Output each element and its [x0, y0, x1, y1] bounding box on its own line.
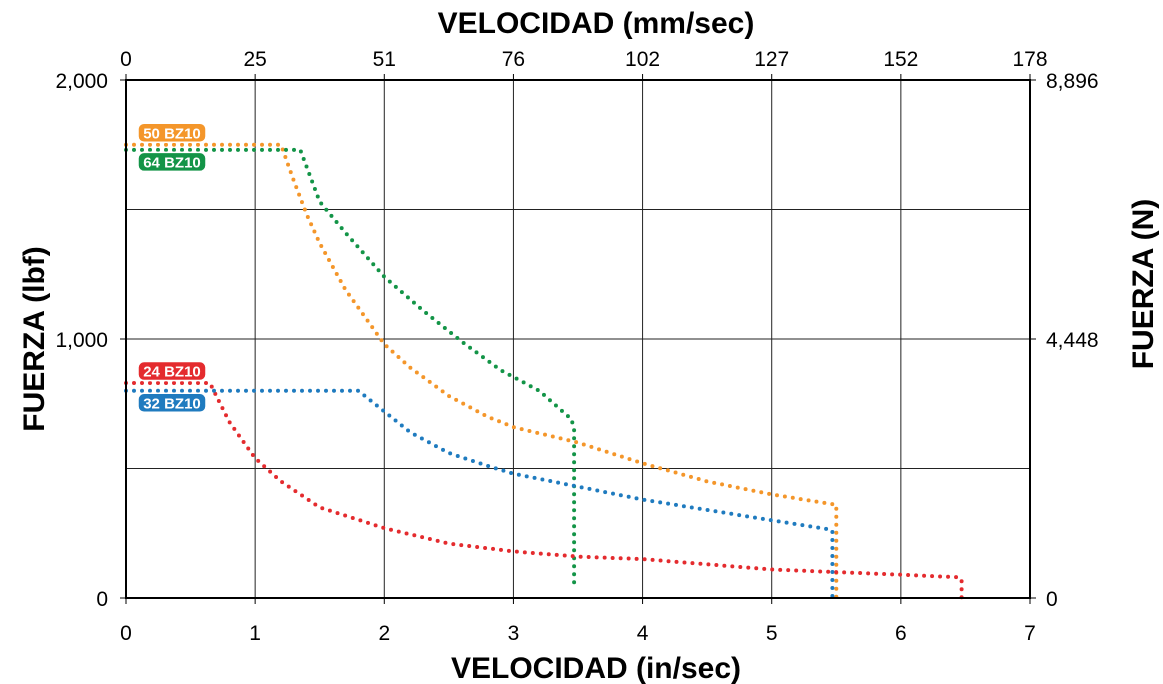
left-axis-title: FUERZA (lbf)	[18, 246, 51, 432]
y2-tick-label: 0	[1046, 588, 1058, 611]
series-line-64-bz10	[124, 147, 577, 593]
series-label-badge	[137, 122, 207, 143]
series-label-badge	[137, 392, 207, 414]
y2-tick-label: 4,448	[1046, 329, 1099, 352]
x2-tick-label: 127	[754, 48, 789, 71]
series-line-32-bz10	[124, 388, 835, 600]
x2-tick-label: 152	[883, 48, 918, 71]
x2-tick-label: 102	[625, 48, 660, 71]
series-lines	[124, 142, 964, 600]
x-tick-label: 5	[766, 622, 778, 645]
series-label-text: 24 BZ10	[143, 364, 201, 381]
series-label-badge	[137, 360, 207, 382]
y-tick-label: 1,000	[55, 329, 108, 352]
series-label-64-bz10: 64 BZ10	[137, 151, 207, 173]
series-line-50-bz10	[124, 142, 839, 600]
series-label-badge	[137, 151, 207, 173]
series-labels: 50 BZ10 64 BZ10 24 BZ10 32 BZ10	[137, 122, 207, 414]
x2-tick-label: 0	[120, 48, 132, 71]
y-tick-label: 0	[96, 588, 108, 611]
y-tick-label: 2,000	[55, 70, 108, 93]
x-tick-label: 6	[895, 622, 907, 645]
plot-frame	[125, 79, 1031, 599]
series-label-text: 32 BZ10	[143, 395, 201, 412]
y2-tick-label: 8,896	[1046, 70, 1099, 93]
x-tick-label: 1	[249, 622, 261, 645]
x2-tick-label: 51	[373, 48, 396, 71]
x-tick-label: 2	[378, 622, 390, 645]
top-axis-title: VELOCIDAD (mm/sec)	[438, 7, 755, 40]
x2-tick-label: 178	[1012, 48, 1047, 71]
right-axis-title: FUERZA (N)	[1127, 199, 1160, 370]
x2-tick-label: 25	[243, 48, 266, 71]
x-tick-label: 7	[1024, 622, 1036, 645]
grid-lines	[120, 74, 1036, 604]
bottom-axis-title: VELOCIDAD (in/sec)	[451, 652, 741, 684]
x-tick-label: 0	[120, 622, 132, 645]
series-label-50-bz10: 50 BZ10	[137, 122, 207, 143]
series-label-24-bz10: 24 BZ10	[137, 360, 207, 382]
x2-tick-label: 76	[502, 48, 525, 71]
series-label-text: 64 BZ10	[143, 154, 201, 171]
x-tick-label: 3	[508, 622, 520, 645]
series-label-32-bz10: 32 BZ10	[137, 392, 207, 414]
series-label-text: 50 BZ10	[143, 125, 201, 142]
x-tick-label: 4	[637, 622, 649, 645]
